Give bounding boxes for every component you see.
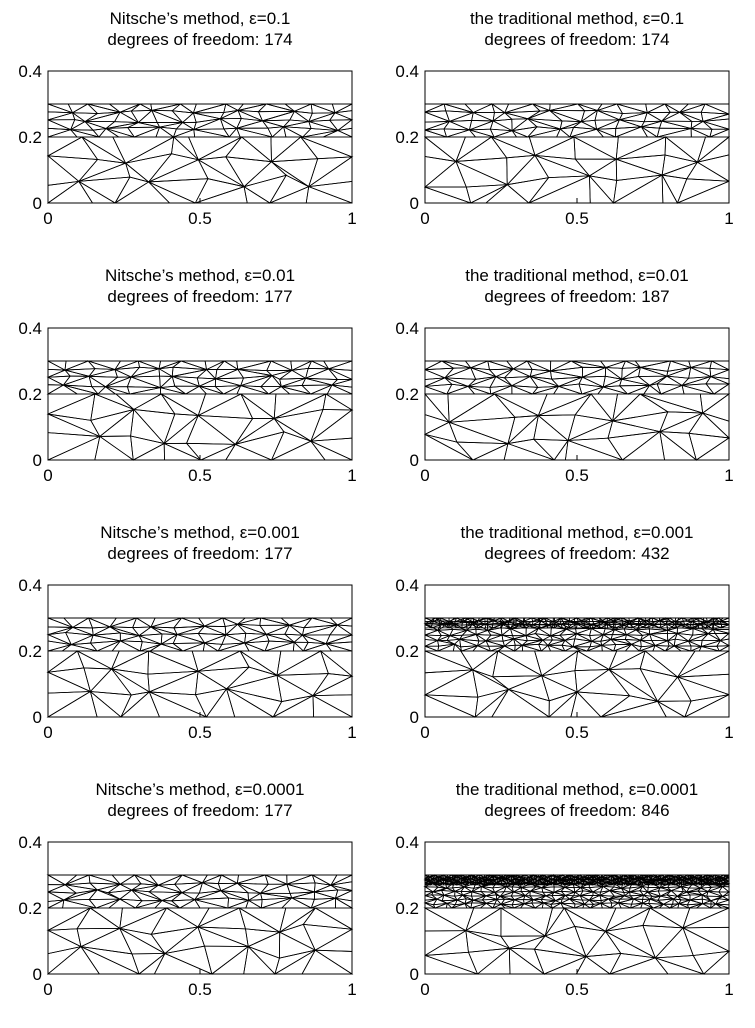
mesh-panel-traditional-eps-0.0001: the traditional method, ε=0.0001 degrees … [377, 771, 754, 1028]
x-tick-label: 0.5 [565, 209, 589, 228]
panel-title-method: Nitsche’s method, ε=0.0001 [95, 780, 305, 799]
x-tick-label: 1 [347, 466, 356, 485]
mesh-lines [423, 103, 731, 204]
mesh-lines [423, 873, 731, 976]
mesh-lines [46, 103, 354, 204]
y-tick-label: 0 [33, 965, 42, 984]
mesh-lines [46, 874, 354, 975]
panel-title: the traditional method, ε=0.001 degrees o… [425, 522, 729, 564]
y-tick-label: 0.2 [395, 899, 419, 918]
mesh-lines [423, 360, 731, 462]
y-tick-label: 0.2 [18, 385, 42, 404]
y-tick-label: 0.4 [395, 833, 419, 852]
x-tick-label: 0.5 [188, 980, 212, 999]
panel-title-method: the traditional method, ε=0.001 [460, 523, 694, 542]
x-tick-label: 0 [420, 209, 429, 228]
panel-title-method: Nitsche’s method, ε=0.001 [100, 523, 300, 542]
y-tick-label: 0.2 [18, 899, 42, 918]
x-tick-label: 1 [724, 209, 733, 228]
y-tick-label: 0.2 [395, 128, 419, 147]
y-tick-label: 0 [33, 451, 42, 470]
y-tick-label: 0.2 [395, 642, 419, 661]
panel-title-dof: degrees of freedom: 177 [107, 801, 293, 820]
mesh-panel-nitsche-eps-0.0001: Nitsche’s method, ε=0.0001 degrees of fre… [0, 771, 377, 1028]
x-tick-label: 0.5 [565, 723, 589, 742]
panel-title-method: the traditional method, ε=0.1 [469, 9, 685, 28]
x-tick-label: 0.5 [565, 980, 589, 999]
panel-title: the traditional method, ε=0.0001 degrees … [425, 779, 729, 821]
y-tick-label: 0 [410, 194, 419, 213]
mesh-plot: 0 0.5 1 0 0.2 0.4 [18, 319, 356, 485]
x-tick-label: 1 [347, 723, 356, 742]
mesh-plot: 0 0.5 1 0 0.2 0.4 [395, 576, 733, 742]
mesh-plot: 0 0.5 1 0 0.2 0.4 [18, 833, 356, 999]
x-tick-label: 1 [347, 980, 356, 999]
x-tick-label: 0 [420, 980, 429, 999]
panel-title-method: the traditional method, ε=0.01 [465, 266, 689, 285]
panel-title-dof: degrees of freedom: 187 [484, 287, 670, 306]
x-tick-label: 1 [724, 980, 733, 999]
mesh-plot: 0 0.5 1 0 0.2 0.4 [395, 62, 733, 228]
y-tick-label: 0.4 [395, 576, 419, 595]
y-tick-label: 0.4 [18, 833, 42, 852]
x-tick-label: 0 [43, 723, 52, 742]
x-tick-label: 1 [347, 209, 356, 228]
x-tick-label: 0.5 [188, 209, 212, 228]
x-tick-label: 0 [420, 466, 429, 485]
mesh-lines [46, 360, 354, 461]
panel-title: Nitsche’s method, ε=0.1 degrees of freedo… [48, 8, 352, 50]
panel-title-method: Nitsche’s method, ε=0.1 [109, 9, 291, 28]
panel-title-dof: degrees of freedom: 177 [107, 544, 293, 563]
y-tick-label: 0 [410, 708, 419, 727]
mesh-plot: 0 0.5 1 0 0.2 0.4 [18, 62, 356, 228]
mesh-panel-traditional-eps-0.001: the traditional method, ε=0.001 degrees o… [377, 514, 754, 771]
panel-title-method: the traditional method, ε=0.0001 [455, 780, 699, 799]
mesh-plot: 0 0.5 1 0 0.2 0.4 [18, 576, 356, 742]
y-tick-label: 0.4 [18, 576, 42, 595]
y-tick-label: 0.2 [395, 385, 419, 404]
x-tick-label: 0 [43, 209, 52, 228]
mesh-panel-traditional-eps-0.1: the traditional method, ε=0.1 degrees of … [377, 0, 754, 257]
panel-title: Nitsche’s method, ε=0.01 degrees of freed… [48, 265, 352, 307]
panel-title: the traditional method, ε=0.1 degrees of … [425, 8, 729, 50]
mesh-panel-nitsche-eps-0.001: Nitsche’s method, ε=0.001 degrees of free… [0, 514, 377, 771]
x-tick-label: 0 [43, 980, 52, 999]
x-tick-label: 0 [420, 723, 429, 742]
x-tick-label: 1 [724, 723, 733, 742]
x-tick-label: 0.5 [188, 723, 212, 742]
mesh-panel-nitsche-eps-0.1: Nitsche’s method, ε=0.1 degrees of freedo… [0, 0, 377, 257]
x-tick-label: 0.5 [188, 466, 212, 485]
y-tick-label: 0.4 [18, 62, 42, 81]
y-tick-label: 0.2 [18, 128, 42, 147]
y-tick-label: 0.4 [395, 319, 419, 338]
panel-title-dof: degrees of freedom: 846 [484, 801, 670, 820]
panel-title-dof: degrees of freedom: 174 [484, 30, 670, 49]
panel-title-method: Nitsche’s method, ε=0.01 [104, 266, 296, 285]
y-tick-label: 0 [33, 708, 42, 727]
y-tick-label: 0.4 [395, 62, 419, 81]
panel-title: the traditional method, ε=0.01 degrees of… [425, 265, 729, 307]
y-tick-label: 0.2 [18, 642, 42, 661]
panel-title-dof: degrees of freedom: 432 [484, 544, 670, 563]
panel-title-dof: degrees of freedom: 177 [107, 287, 293, 306]
x-tick-label: 0.5 [565, 466, 589, 485]
mesh-lines [423, 617, 731, 718]
mesh-panel-nitsche-eps-0.01: Nitsche’s method, ε=0.01 degrees of freed… [0, 257, 377, 514]
panel-title: Nitsche’s method, ε=0.001 degrees of free… [48, 522, 352, 564]
panel-title-dof: degrees of freedom: 174 [107, 30, 293, 49]
mesh-panel-traditional-eps-0.01: the traditional method, ε=0.01 degrees of… [377, 257, 754, 514]
y-tick-label: 0 [410, 451, 419, 470]
mesh-plot: 0 0.5 1 0 0.2 0.4 [395, 833, 733, 999]
y-tick-label: 0.4 [18, 319, 42, 338]
panel-title: Nitsche’s method, ε=0.0001 degrees of fre… [48, 779, 352, 821]
x-tick-label: 1 [724, 466, 733, 485]
mesh-lines [46, 617, 354, 718]
y-tick-label: 0 [33, 194, 42, 213]
mesh-plot: 0 0.5 1 0 0.2 0.4 [395, 319, 733, 485]
y-tick-label: 0 [410, 965, 419, 984]
x-tick-label: 0 [43, 466, 52, 485]
